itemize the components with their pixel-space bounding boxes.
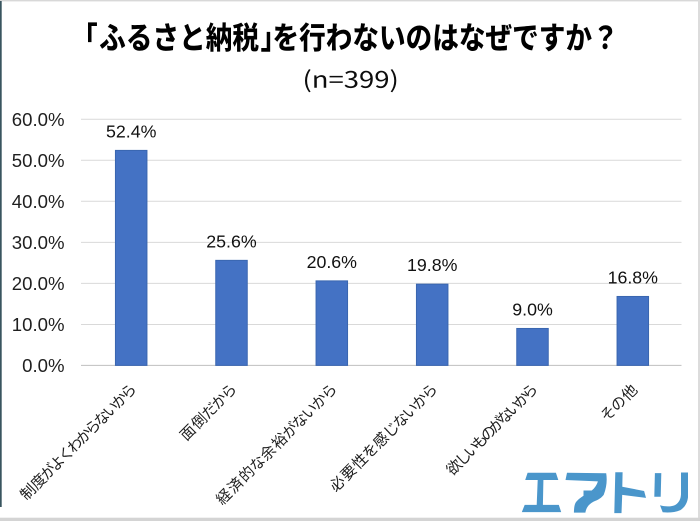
svg-text:16.8%: 16.8% bbox=[608, 267, 659, 287]
svg-text:9.0%: 9.0% bbox=[512, 299, 553, 319]
svg-text:10.0%: 10.0% bbox=[12, 314, 65, 335]
svg-text:50.0%: 50.0% bbox=[12, 150, 65, 171]
svg-text:20.0%: 20.0% bbox=[12, 273, 65, 294]
svg-text:0.0%: 0.0% bbox=[22, 355, 64, 376]
svg-text:40.0%: 40.0% bbox=[12, 191, 65, 212]
svg-text:30.0%: 30.0% bbox=[12, 232, 65, 253]
svg-text:25.6%: 25.6% bbox=[206, 231, 257, 251]
svg-text:52.4%: 52.4% bbox=[106, 121, 157, 141]
svg-text:19.8%: 19.8% bbox=[407, 255, 458, 275]
svg-text:20.6%: 20.6% bbox=[307, 252, 358, 272]
svg-text:60.0%: 60.0% bbox=[12, 109, 65, 130]
